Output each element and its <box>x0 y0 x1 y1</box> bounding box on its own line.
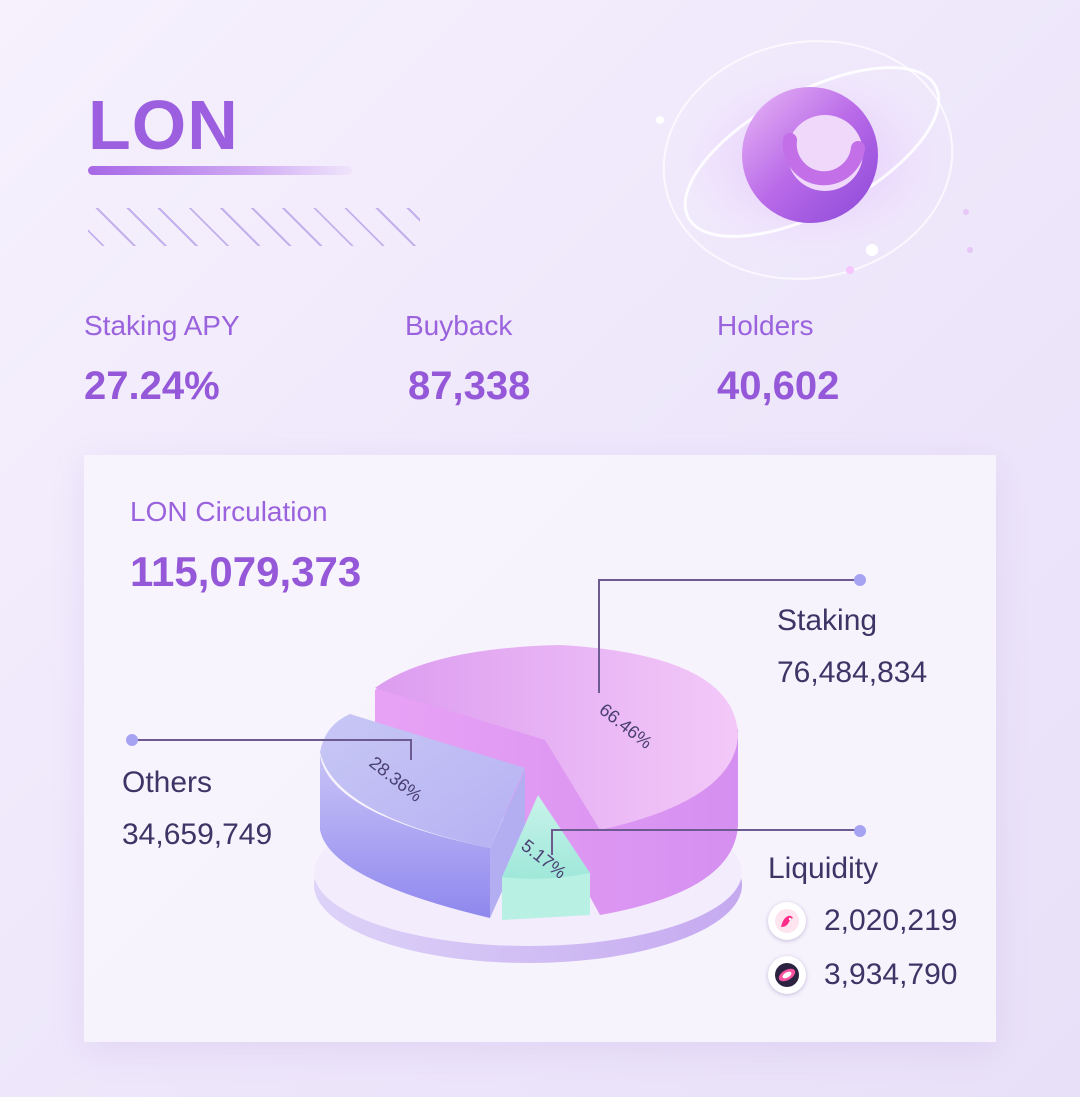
pie-slice-others <box>320 714 525 918</box>
legend-name-staking: Staking <box>777 604 878 637</box>
hatch-decoration <box>88 208 420 246</box>
legend-value-staking: 76,484,834 <box>777 656 928 689</box>
circulation-label: LON Circulation <box>130 496 328 527</box>
legend-value-others: 34,659,749 <box>122 818 273 851</box>
legend-value-uniswap: 2,020,219 <box>824 904 958 937</box>
stat-label-buyback: Buyback <box>405 310 513 341</box>
lon-logo-icon <box>656 40 973 280</box>
stat-value-buyback: 87,338 <box>408 364 531 408</box>
uniswap-icon <box>768 902 806 940</box>
page-title: LON <box>88 86 239 164</box>
pie-slice-liquidity <box>502 795 590 920</box>
leader-line-liquidity <box>551 825 866 855</box>
stat-label-holders: Holders <box>717 310 814 341</box>
stat-value-holders: 40,602 <box>717 364 840 408</box>
leader-line-staking <box>598 574 866 693</box>
sushiswap-icon <box>768 956 806 994</box>
legend-name-others: Others <box>122 766 213 799</box>
pie-slice-staking <box>375 645 739 915</box>
legend-value-sushiswap: 3,934,790 <box>824 958 958 991</box>
legend-name-liquidity: Liquidity <box>768 852 879 885</box>
leader-line-others <box>126 734 412 760</box>
title-underline <box>88 166 352 175</box>
stat-label-staking-apy: Staking APY <box>84 310 240 341</box>
stat-value-staking-apy: 27.24% <box>84 364 220 408</box>
circulation-value: 115,079,373 <box>130 548 362 595</box>
